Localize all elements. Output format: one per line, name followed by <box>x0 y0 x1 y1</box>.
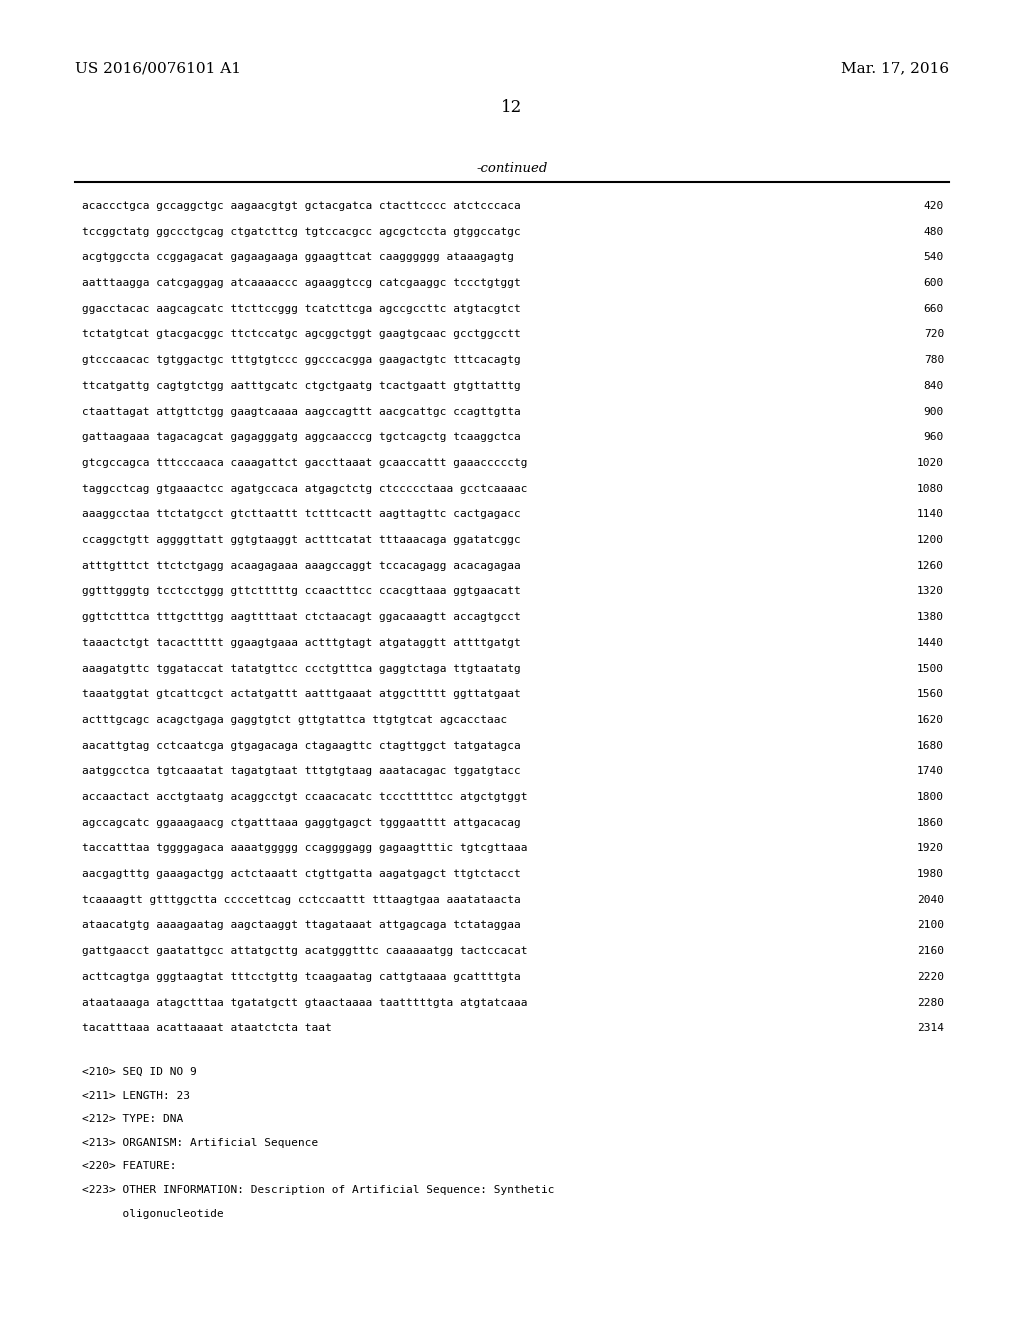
Text: 780: 780 <box>924 355 944 366</box>
Text: actttgcagc acagctgaga gaggtgtct gttgtattca ttgtgtcat agcacctaac: actttgcagc acagctgaga gaggtgtct gttgtatt… <box>82 715 507 725</box>
Text: 2280: 2280 <box>918 998 944 1007</box>
Text: ggttctttca tttgctttgg aagttttaat ctctaacagt ggacaaagtt accagtgcct: ggttctttca tttgctttgg aagttttaat ctctaac… <box>82 612 521 622</box>
Text: aaagatgttc tggataccat tatatgttcc ccctgtttca gaggtctaga ttgtaatatg: aaagatgttc tggataccat tatatgttcc ccctgtt… <box>82 664 521 673</box>
Text: ggacctacac aagcagcatc ttcttccggg tcatcttcga agccgccttc atgtacgtct: ggacctacac aagcagcatc ttcttccggg tcatctt… <box>82 304 521 314</box>
Text: ggtttgggtg tcctcctggg gttctttttg ccaactttcc ccacgttaaa ggtgaacatt: ggtttgggtg tcctcctggg gttctttttg ccaactt… <box>82 586 521 597</box>
Text: 900: 900 <box>924 407 944 417</box>
Text: 1920: 1920 <box>918 843 944 853</box>
Text: tacatttaaa acattaaaat ataatctcta taat: tacatttaaa acattaaaat ataatctcta taat <box>82 1023 332 1034</box>
Text: 1860: 1860 <box>918 817 944 828</box>
Text: gtcgccagca tttcccaaca caaagattct gaccttaaat gcaaccattt gaaaccccctg: gtcgccagca tttcccaaca caaagattct gacctta… <box>82 458 527 469</box>
Text: 540: 540 <box>924 252 944 263</box>
Text: aatggcctca tgtcaaatat tagatgtaat tttgtgtaag aaatacagac tggatgtacc: aatggcctca tgtcaaatat tagatgtaat tttgtgt… <box>82 767 521 776</box>
Text: taccatttaa tggggagaca aaaatggggg ccaggggagg gagaagtttic tgtcgttaaa: taccatttaa tggggagaca aaaatggggg ccagggg… <box>82 843 527 853</box>
Text: 1140: 1140 <box>918 510 944 519</box>
Text: Mar. 17, 2016: Mar. 17, 2016 <box>841 61 949 75</box>
Text: US 2016/0076101 A1: US 2016/0076101 A1 <box>75 61 241 75</box>
Text: taaactctgt tacacttttt ggaagtgaaa actttgtagt atgataggtt attttgatgt: taaactctgt tacacttttt ggaagtgaaa actttgt… <box>82 638 521 648</box>
Text: tctatgtcat gtacgacggc ttctccatgc agcggctggt gaagtgcaac gcctggcctt: tctatgtcat gtacgacggc ttctccatgc agcggct… <box>82 330 521 339</box>
Text: 480: 480 <box>924 227 944 236</box>
Text: 1560: 1560 <box>918 689 944 700</box>
Text: 600: 600 <box>924 279 944 288</box>
Text: 1620: 1620 <box>918 715 944 725</box>
Text: gattaagaaa tagacagcat gagagggatg aggcaacccg tgctcagctg tcaaggctca: gattaagaaa tagacagcat gagagggatg aggcaac… <box>82 432 521 442</box>
Text: ataataaaga atagctttaa tgatatgctt gtaactaaaa taatttttgta atgtatcaaa: ataataaaga atagctttaa tgatatgctt gtaacta… <box>82 998 527 1007</box>
Text: <223> OTHER INFORMATION: Description of Artificial Sequence: Synthetic: <223> OTHER INFORMATION: Description of … <box>82 1185 555 1195</box>
Text: taaatggtat gtcattcgct actatgattt aatttgaaat atggcttttt ggttatgaat: taaatggtat gtcattcgct actatgattt aatttga… <box>82 689 521 700</box>
Text: aacattgtag cctcaatcga gtgagacaga ctagaagttc ctagttggct tatgatagca: aacattgtag cctcaatcga gtgagacaga ctagaag… <box>82 741 521 751</box>
Text: 1320: 1320 <box>918 586 944 597</box>
Text: 2040: 2040 <box>918 895 944 904</box>
Text: 1800: 1800 <box>918 792 944 803</box>
Text: 2220: 2220 <box>918 972 944 982</box>
Text: 2314: 2314 <box>918 1023 944 1034</box>
Text: 1380: 1380 <box>918 612 944 622</box>
Text: ttcatgattg cagtgtctgg aatttgcatc ctgctgaatg tcactgaatt gtgttatttg: ttcatgattg cagtgtctgg aatttgcatc ctgctga… <box>82 381 521 391</box>
Text: 1980: 1980 <box>918 869 944 879</box>
Text: ctaattagat attgttctgg gaagtcaaaa aagccagttt aacgcattgc ccagttgtta: ctaattagat attgttctgg gaagtcaaaa aagccag… <box>82 407 521 417</box>
Text: gattgaacct gaatattgcc attatgcttg acatgggtttc caaaaaatgg tactccacat: gattgaacct gaatattgcc attatgcttg acatggg… <box>82 946 527 956</box>
Text: 840: 840 <box>924 381 944 391</box>
Text: 1260: 1260 <box>918 561 944 570</box>
Text: ataacatgtg aaaagaatag aagctaaggt ttagataaat attgagcaga tctataggaa: ataacatgtg aaaagaatag aagctaaggt ttagata… <box>82 920 521 931</box>
Text: <212> TYPE: DNA: <212> TYPE: DNA <box>82 1114 183 1125</box>
Text: gtcccaacac tgtggactgc tttgtgtccc ggcccacgga gaagactgtc tttcacagtg: gtcccaacac tgtggactgc tttgtgtccc ggcccac… <box>82 355 521 366</box>
Text: aacgagtttg gaaagactgg actctaaatt ctgttgatta aagatgagct ttgtctacct: aacgagtttg gaaagactgg actctaaatt ctgttga… <box>82 869 521 879</box>
Text: 1440: 1440 <box>918 638 944 648</box>
Text: 1020: 1020 <box>918 458 944 469</box>
Text: accaactact acctgtaatg acaggcctgt ccaacacatc tccctttttcc atgctgtggt: accaactact acctgtaatg acaggcctgt ccaacac… <box>82 792 527 803</box>
Text: 1080: 1080 <box>918 483 944 494</box>
Text: 720: 720 <box>924 330 944 339</box>
Text: <213> ORGANISM: Artificial Sequence: <213> ORGANISM: Artificial Sequence <box>82 1138 318 1148</box>
Text: oligonucleotide: oligonucleotide <box>82 1209 224 1218</box>
Text: 1680: 1680 <box>918 741 944 751</box>
Text: 2160: 2160 <box>918 946 944 956</box>
Text: tccggctatg ggccctgcag ctgatcttcg tgtccacgcc agcgctccta gtggccatgc: tccggctatg ggccctgcag ctgatcttcg tgtccac… <box>82 227 521 236</box>
Text: -continued: -continued <box>476 161 548 174</box>
Text: 1200: 1200 <box>918 535 944 545</box>
Text: 12: 12 <box>502 99 522 116</box>
Text: <220> FEATURE:: <220> FEATURE: <box>82 1162 176 1171</box>
Text: atttgtttct ttctctgagg acaagagaaa aaagccaggt tccacagagg acacagagaa: atttgtttct ttctctgagg acaagagaaa aaagcca… <box>82 561 521 570</box>
Text: 2100: 2100 <box>918 920 944 931</box>
Text: <211> LENGTH: 23: <211> LENGTH: 23 <box>82 1090 190 1101</box>
Text: agccagcatc ggaaagaacg ctgatttaaa gaggtgagct tgggaatttt attgacacag: agccagcatc ggaaagaacg ctgatttaaa gaggtga… <box>82 817 521 828</box>
Text: acaccctgca gccaggctgc aagaacgtgt gctacgatca ctacttcccc atctcccaca: acaccctgca gccaggctgc aagaacgtgt gctacga… <box>82 201 521 211</box>
Text: tcaaaagtt gtttggctta ccccettcag cctccaattt tttaagtgaa aaatataacta: tcaaaagtt gtttggctta ccccettcag cctccaat… <box>82 895 521 904</box>
Text: aatttaagga catcgaggag atcaaaaccc agaaggtccg catcgaaggc tccctgtggt: aatttaagga catcgaggag atcaaaaccc agaaggt… <box>82 279 521 288</box>
Text: aaaggcctaa ttctatgcct gtcttaattt tctttcactt aagttagttc cactgagacc: aaaggcctaa ttctatgcct gtcttaattt tctttca… <box>82 510 521 519</box>
Text: acgtggccta ccggagacat gagaagaaga ggaagttcat caagggggg ataaagagtg: acgtggccta ccggagacat gagaagaaga ggaagtt… <box>82 252 514 263</box>
Text: acttcagtga gggtaagtat tttcctgttg tcaagaatag cattgtaaaa gcattttgta: acttcagtga gggtaagtat tttcctgttg tcaagaa… <box>82 972 521 982</box>
Text: 1740: 1740 <box>918 767 944 776</box>
Text: 420: 420 <box>924 201 944 211</box>
Text: 1500: 1500 <box>918 664 944 673</box>
Text: ccaggctgtt aggggttatt ggtgtaaggt actttcatat tttaaacaga ggatatcggc: ccaggctgtt aggggttatt ggtgtaaggt actttca… <box>82 535 521 545</box>
Text: 960: 960 <box>924 432 944 442</box>
Text: taggcctcag gtgaaactcc agatgccaca atgagctctg ctccccctaaa gcctcaaaac: taggcctcag gtgaaactcc agatgccaca atgagct… <box>82 483 527 494</box>
Text: <210> SEQ ID NO 9: <210> SEQ ID NO 9 <box>82 1067 197 1077</box>
Text: 660: 660 <box>924 304 944 314</box>
